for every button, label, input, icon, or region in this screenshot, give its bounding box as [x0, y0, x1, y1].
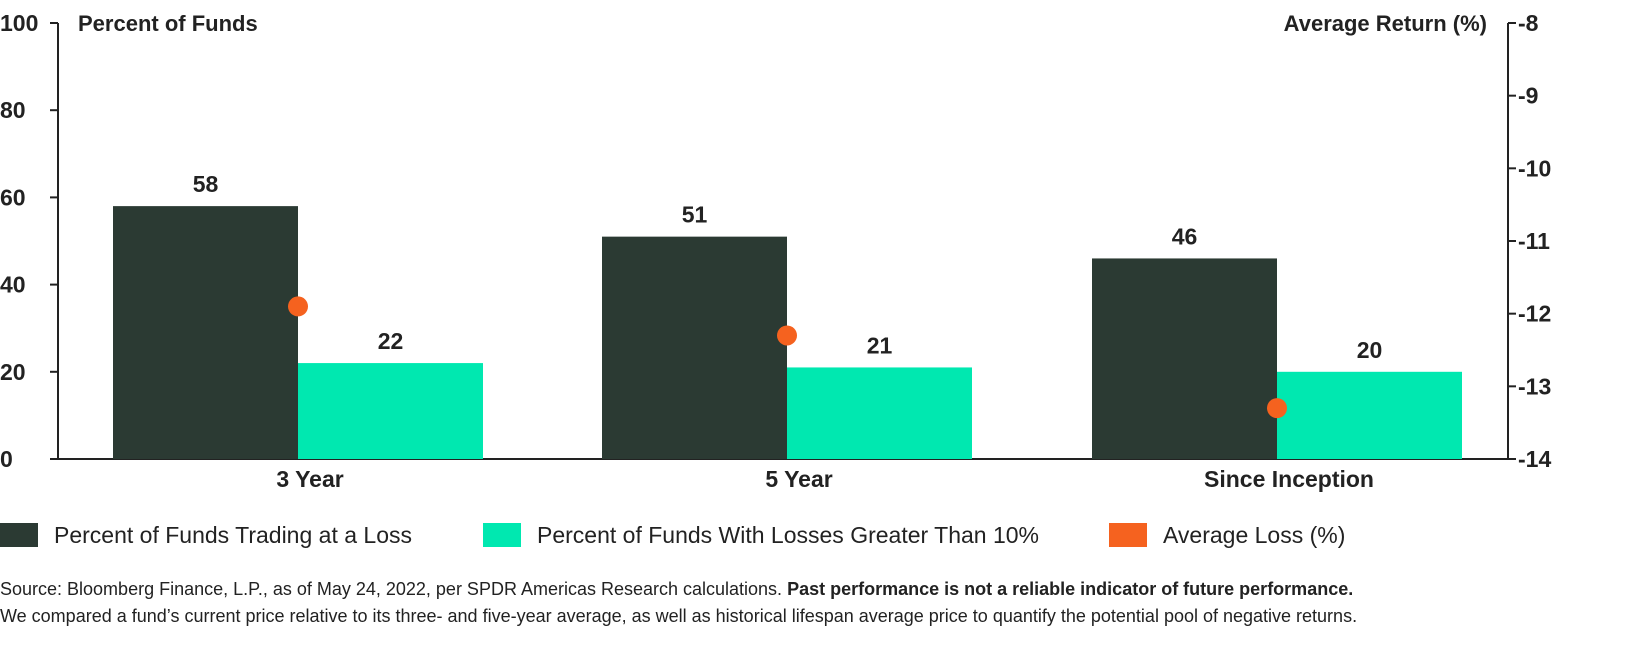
legend: Percent of Funds Trading at a Loss Perce…: [0, 518, 1626, 552]
category-labels: 3 Year 5 Year Since Inception: [276, 466, 1374, 492]
left-axis-ticks: 0 20 40 60 80 100: [0, 10, 58, 472]
bar-labels: 58 22 51 21 46 20: [193, 171, 1383, 363]
bar-loss-over-10: [787, 367, 972, 459]
category-label: 5 Year: [765, 466, 832, 492]
left-tick-label: 80: [0, 97, 26, 123]
methodology-note: We compared a fund’s current price relat…: [0, 606, 1358, 626]
right-axis-ticks: -14 -13 -12 -11 -10 -9 -8: [1508, 10, 1551, 472]
chart: 0 20 40 60 80 100 -14 -13 -12 -11 -10 -9 -8 Percent…: [0, 10, 1551, 492]
legend-item-loss: Percent of Funds Trading at a Loss: [0, 518, 412, 552]
footer-line-1: Source: Bloomberg Finance, L.P., as of M…: [0, 576, 1626, 603]
left-tick-label: 0: [0, 446, 13, 472]
legend-label-average-loss: Average Loss (%): [1163, 521, 1346, 548]
left-tick-label: 20: [0, 359, 26, 385]
right-tick-label: -8: [1518, 10, 1539, 36]
legend-swatch-average-loss: [1109, 523, 1147, 547]
legend-swatch-loss-over-10: [483, 523, 521, 547]
bar-trading-at-loss: [1092, 258, 1277, 459]
bar-trading-at-loss: [602, 236, 787, 459]
right-tick-label: -12: [1518, 301, 1551, 327]
bars: [113, 206, 1462, 459]
legend-swatch-loss: [0, 523, 38, 547]
legend-label-loss-over-10: Percent of Funds With Losses Greater Tha…: [537, 521, 1039, 548]
right-tick-label: -10: [1518, 155, 1551, 181]
right-tick-label: -9: [1518, 83, 1538, 109]
bar-loss-over-10: [298, 363, 483, 459]
source-text: Source: Bloomberg Finance, L.P., as of M…: [0, 579, 783, 599]
left-tick-label: 100: [0, 10, 38, 36]
category-label: 3 Year: [276, 466, 343, 492]
disclaimer-text: Past performance is not a reliable indic…: [787, 579, 1354, 599]
bar-value-label: 46: [1172, 223, 1198, 249]
bar-value-label: 58: [193, 171, 219, 197]
avg-loss-point: [1267, 398, 1287, 419]
avg-loss-points: [288, 296, 1287, 419]
right-tick-label: -13: [1518, 373, 1551, 399]
footer-line-2: We compared a fund’s current price relat…: [0, 603, 1626, 630]
bar-value-label: 51: [682, 202, 708, 228]
footer: Source: Bloomberg Finance, L.P., as of M…: [0, 576, 1626, 630]
bar-loss-over-10: [1277, 371, 1462, 459]
legend-label-loss: Percent of Funds Trading at a Loss: [54, 521, 412, 548]
left-tick-label: 40: [0, 272, 26, 298]
avg-loss-point: [777, 325, 797, 346]
avg-loss-point: [288, 296, 308, 317]
legend-item-average-loss: Average Loss (%): [1109, 518, 1345, 552]
left-tick-label: 60: [0, 184, 26, 210]
bar-value-label: 20: [1357, 337, 1383, 363]
right-axis-title: Average Return (%): [1284, 11, 1487, 36]
bar-value-label: 22: [378, 328, 404, 354]
category-label: Since Inception: [1204, 466, 1374, 492]
left-axis-title: Percent of Funds: [78, 11, 258, 36]
bar-value-label: 21: [867, 332, 893, 358]
legend-item-loss-over-10: Percent of Funds With Losses Greater Tha…: [483, 518, 1039, 552]
right-tick-label: -14: [1518, 446, 1551, 472]
bar-trading-at-loss: [113, 206, 298, 459]
right-tick-label: -11: [1518, 228, 1550, 254]
